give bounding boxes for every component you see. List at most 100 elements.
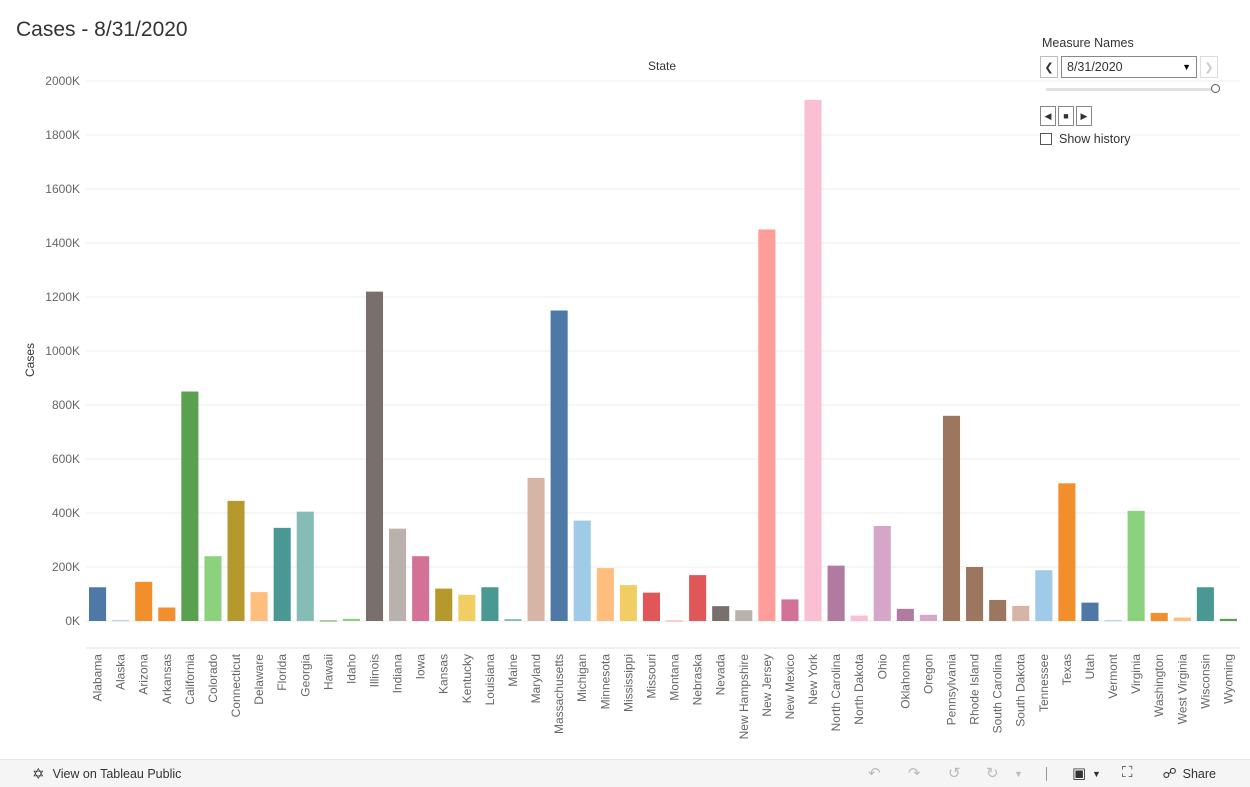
bar-alabama[interactable] (89, 587, 107, 621)
comment-icon[interactable]: ▣ (1072, 765, 1087, 782)
y-tick-label: 800K (52, 398, 80, 412)
y-tick-label: 2000K (45, 74, 80, 88)
bar-connecticut[interactable] (227, 500, 245, 621)
play-forward-button[interactable]: ▶ (1076, 106, 1092, 126)
bar-alaska[interactable] (112, 620, 130, 622)
bar-rhode-island[interactable] (966, 567, 984, 621)
next-button[interactable]: ❯ (1200, 56, 1218, 78)
bar-idaho[interactable] (342, 618, 360, 621)
x-tick-label: North Dakota (852, 654, 866, 725)
comment-dropdown-icon[interactable]: ▼ (1092, 769, 1101, 779)
bar-oklahoma[interactable] (896, 608, 914, 621)
bar-utah[interactable] (1081, 602, 1099, 621)
bar-north-carolina[interactable] (827, 565, 845, 621)
bar-minnesota[interactable] (596, 568, 614, 621)
bar-nebraska[interactable] (689, 575, 707, 621)
measure-names-filter: Measure Names ❮ 8/31/2020 ▼ ❯ ◀ ■ ▶ Show… (1040, 36, 1226, 146)
bar-texas[interactable] (1058, 483, 1076, 621)
bar-mississippi[interactable] (619, 585, 637, 621)
bar-new-mexico[interactable] (781, 599, 799, 621)
bar-massachusetts[interactable] (550, 310, 568, 622)
bar-montana[interactable] (666, 620, 684, 622)
y-tick-label: 200K (52, 560, 80, 574)
previous-button[interactable]: ❮ (1040, 56, 1058, 78)
x-tick-label: Nevada (714, 654, 728, 696)
stop-button[interactable]: ■ (1058, 106, 1074, 126)
bar-illinois[interactable] (365, 291, 384, 621)
chevron-right-icon: ❯ (1204, 61, 1214, 74)
show-history-checkbox[interactable] (1040, 133, 1052, 145)
footer-toolbar: ✡ View on Tableau Public ↶ ↷ ↺ ↻ ▼ ▣ ▼ ⛶… (0, 759, 1250, 787)
revert-icon[interactable]: ↺ (948, 765, 961, 782)
x-tick-label: Kentucky (460, 654, 474, 703)
fullscreen-icon[interactable]: ⛶ (1122, 764, 1133, 781)
show-history-toggle[interactable]: Show history (1040, 132, 1226, 146)
refresh-icon[interactable]: ↻ (986, 765, 999, 782)
x-tick-label: South Dakota (1014, 654, 1028, 727)
bar-arkansas[interactable] (158, 607, 176, 622)
bar-hawaii[interactable] (319, 620, 337, 622)
bar-michigan[interactable] (573, 520, 591, 621)
bar-vermont[interactable] (1104, 620, 1122, 622)
x-tick-label: Washington (1152, 654, 1166, 717)
bar-arizona[interactable] (135, 581, 153, 621)
bar-maine[interactable] (504, 619, 522, 621)
play-backward-button[interactable]: ◀ (1040, 106, 1056, 126)
bar-delaware[interactable] (250, 592, 268, 621)
y-tick-label: 1600K (45, 182, 80, 196)
refresh-dropdown-icon[interactable]: ▼ (1014, 769, 1023, 779)
bars (89, 99, 1237, 622)
bar-colorado[interactable] (204, 556, 222, 621)
y-tick-label: 0K (65, 614, 80, 628)
bar-washington[interactable] (1150, 612, 1168, 621)
x-tick-label: North Carolina (829, 654, 843, 732)
bar-iowa[interactable] (412, 556, 430, 621)
undo-icon[interactable]: ↶ (868, 765, 881, 782)
x-tick-label: Minnesota (598, 654, 612, 710)
bar-kansas[interactable] (435, 588, 453, 621)
bar-south-carolina[interactable] (989, 599, 1007, 621)
bar-west-virginia[interactable] (1173, 617, 1191, 621)
bar-pennsylvania[interactable] (942, 415, 961, 621)
bar-georgia[interactable] (296, 511, 314, 621)
bar-kentucky[interactable] (458, 594, 476, 621)
x-tick-label: Arizona (137, 654, 151, 695)
share-button[interactable]: ☍ Share (1162, 765, 1216, 782)
bar-wisconsin[interactable] (1196, 587, 1214, 621)
bar-north-dakota[interactable] (850, 615, 868, 621)
bar-missouri[interactable] (642, 592, 660, 621)
bar-oregon[interactable] (919, 614, 937, 621)
bar-south-dakota[interactable] (1012, 605, 1030, 621)
bar-tennessee[interactable] (1035, 570, 1053, 621)
view-on-tableau-label: View on Tableau Public (52, 767, 182, 781)
slider-track (1046, 88, 1220, 91)
x-tick-label: Idaho (344, 654, 358, 684)
x-tick-label: Florida (275, 654, 289, 691)
x-tick-label: Illinois (368, 654, 382, 687)
toolbar-divider (1046, 767, 1047, 781)
bar-new-york[interactable] (804, 99, 822, 621)
bar-maryland[interactable] (527, 477, 545, 621)
x-tick-label: Alaska (114, 654, 128, 690)
bar-california[interactable] (181, 391, 199, 622)
bar-new-hampshire[interactable] (735, 610, 753, 621)
bar-louisiana[interactable] (481, 587, 499, 621)
x-tick-label: Maryland (529, 654, 543, 703)
x-tick-label: Missouri (644, 654, 658, 699)
y-tick-label: 1400K (45, 236, 80, 250)
redo-icon[interactable]: ↷ (908, 765, 921, 782)
bar-new-jersey[interactable] (758, 229, 776, 622)
bar-indiana[interactable] (389, 528, 407, 621)
bar-ohio[interactable] (873, 525, 891, 621)
x-axis-title: State (648, 59, 676, 73)
chevron-left-icon: ❮ (1044, 61, 1054, 74)
date-select[interactable]: 8/31/2020 ▼ (1061, 56, 1197, 78)
bar-virginia[interactable] (1127, 510, 1145, 621)
x-tick-label: Kansas (437, 654, 451, 694)
date-slider[interactable] (1040, 82, 1226, 96)
bar-wyoming[interactable] (1219, 618, 1237, 621)
view-on-tableau-link[interactable]: ✡ View on Tableau Public (32, 765, 181, 783)
bar-florida[interactable] (273, 527, 291, 621)
bar-nevada[interactable] (712, 606, 730, 621)
slider-thumb[interactable] (1211, 84, 1220, 93)
